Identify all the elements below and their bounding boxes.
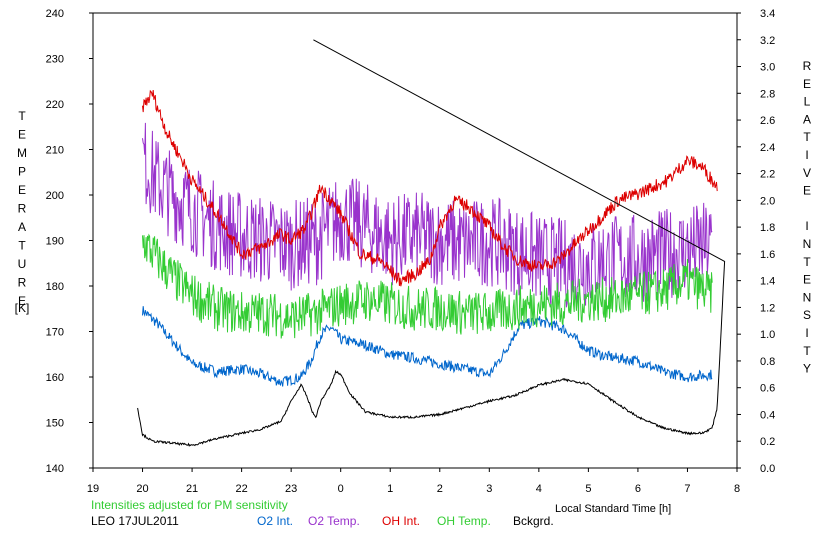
y-left-tick-label: 140 xyxy=(46,463,64,475)
y-left-tick-label: 180 xyxy=(46,281,64,293)
y-right-title-letter: T xyxy=(803,130,811,144)
y-right-tick-label: 0.6 xyxy=(760,383,775,395)
y-right-title-letter: E xyxy=(803,77,811,91)
y-right-title-letter: Y xyxy=(803,362,811,376)
y-right-title-letter: E xyxy=(803,273,811,287)
x-axis-title: Local Standard Time [h] xyxy=(555,503,671,515)
y-right-title-letter: I xyxy=(805,326,808,340)
x-tick-label: 7 xyxy=(684,483,690,495)
plot-frame xyxy=(92,12,738,469)
series-line-o2-int- xyxy=(142,306,713,387)
y-left-title-letter: T xyxy=(18,109,26,123)
series-line-o2-temp- xyxy=(142,122,713,308)
legend-entry: O2 Temp. xyxy=(308,514,360,528)
y-right-tick-label: 2.4 xyxy=(760,142,775,154)
y-right-title-letter: E xyxy=(803,184,811,198)
y-right-tick-label: 3.2 xyxy=(760,35,775,47)
x-tick-label: 20 xyxy=(136,483,148,495)
y-left-tick-label: 150 xyxy=(46,418,64,430)
y-right-tick-label: 1.8 xyxy=(760,222,775,234)
y-left-title-letter: P xyxy=(18,165,26,179)
y-left-tick-label: 190 xyxy=(46,236,64,248)
y-left-title-letter: R xyxy=(18,276,27,290)
x-tick-label: 2 xyxy=(437,483,443,495)
y-left-title-letter: E xyxy=(18,294,26,308)
y-right-tick-label: 0.0 xyxy=(760,463,775,475)
y-left-tick-label: 240 xyxy=(46,8,64,20)
pm-sensitivity-note: Intensities adjusted for PM sensitivity xyxy=(91,498,288,512)
y-left-tick-label: 210 xyxy=(46,145,64,157)
y-right-title-letter: N xyxy=(803,290,812,304)
y-right-tick-label: 1.4 xyxy=(760,276,775,288)
y-right-tick-label: 2.0 xyxy=(760,195,775,207)
y-left-tick-label: 170 xyxy=(46,327,64,339)
y-left-title-letter: E xyxy=(18,128,26,142)
y-right-title-letter: R xyxy=(803,59,812,73)
x-tick-label: 0 xyxy=(338,483,344,495)
y-right-tick-label: 0.8 xyxy=(760,356,775,368)
y-right-title-letter: T xyxy=(803,255,811,269)
x-tick-label: 19 xyxy=(87,483,99,495)
y-right-tick-label: 2.2 xyxy=(760,169,775,181)
y-right-title-letter: L xyxy=(804,95,811,109)
y-left-tick-label: 200 xyxy=(46,190,64,202)
y-left-title-letter: R xyxy=(18,202,27,216)
y-left-tick-label: 160 xyxy=(46,372,64,384)
x-tick-label: 3 xyxy=(486,483,492,495)
series-line-oh-int- xyxy=(142,89,718,287)
y-right-tick-label: 3.0 xyxy=(760,62,775,74)
series-line-oh-temp- xyxy=(142,233,713,339)
y-right-tick-label: 1.2 xyxy=(760,302,775,314)
y-left-title-letter: E xyxy=(18,183,26,197)
x-tick-label: 22 xyxy=(235,483,247,495)
legend: O2 Int. O2 Temp. OH Int. OH Temp. Bckgrd. xyxy=(257,514,554,528)
y-left-title-letter: A xyxy=(18,220,26,234)
x-tick-label: 6 xyxy=(635,483,641,495)
legend-entry: Bckgrd. xyxy=(513,514,554,528)
y-right-title-letter: T xyxy=(803,344,811,358)
y-right-tick-label: 2.8 xyxy=(760,88,775,100)
axis-ticks: 19 20 21 22 23 0 1 2 3 4 5 6 7 8140150160170180190200… xyxy=(46,8,776,495)
y-left-title-letter: T xyxy=(18,239,26,253)
y-right-tick-label: 0.2 xyxy=(760,436,775,448)
y-right-tick-label: 3.4 xyxy=(760,8,775,20)
y-right-tick-label: 0.4 xyxy=(760,409,775,421)
y-left-unit: [K] xyxy=(15,301,30,315)
legend-entry: OH Int. xyxy=(382,514,420,528)
axis-labels: Local Standard Time [h] [K] Intensities … xyxy=(15,59,812,528)
x-tick-label: 1 xyxy=(387,483,393,495)
y-right-tick-label: 1.6 xyxy=(760,249,775,261)
x-tick-label: 23 xyxy=(285,483,297,495)
series-line-bckgrd- xyxy=(137,39,726,447)
series-layer xyxy=(137,39,726,447)
y-right-tick-label: 2.6 xyxy=(760,115,775,127)
y-right-title-letter: V xyxy=(803,166,811,180)
x-tick-label: 5 xyxy=(585,483,591,495)
y-left-title-letter: M xyxy=(17,146,27,160)
x-tick-label: 21 xyxy=(186,483,198,495)
y-left-tick-label: 230 xyxy=(46,54,64,66)
legend-entry: OH Temp. xyxy=(437,514,491,528)
y-left-title-letter: U xyxy=(18,257,27,271)
y-right-title-letter: I xyxy=(805,219,808,233)
y-right-title-letter: I xyxy=(805,148,808,162)
y-left-tick-label: 220 xyxy=(46,99,64,111)
y-right-tick-label: 1.0 xyxy=(760,329,775,341)
y-right-title-letter: N xyxy=(803,237,812,251)
x-tick-label: 8 xyxy=(734,483,740,495)
x-tick-label: 4 xyxy=(536,483,542,495)
y-right-title-letter: S xyxy=(803,308,811,322)
legend-entry: O2 Int. xyxy=(257,514,293,528)
y-right-title-letter: A xyxy=(803,112,811,126)
station-date: LEO 17JUL2011 xyxy=(91,514,179,528)
